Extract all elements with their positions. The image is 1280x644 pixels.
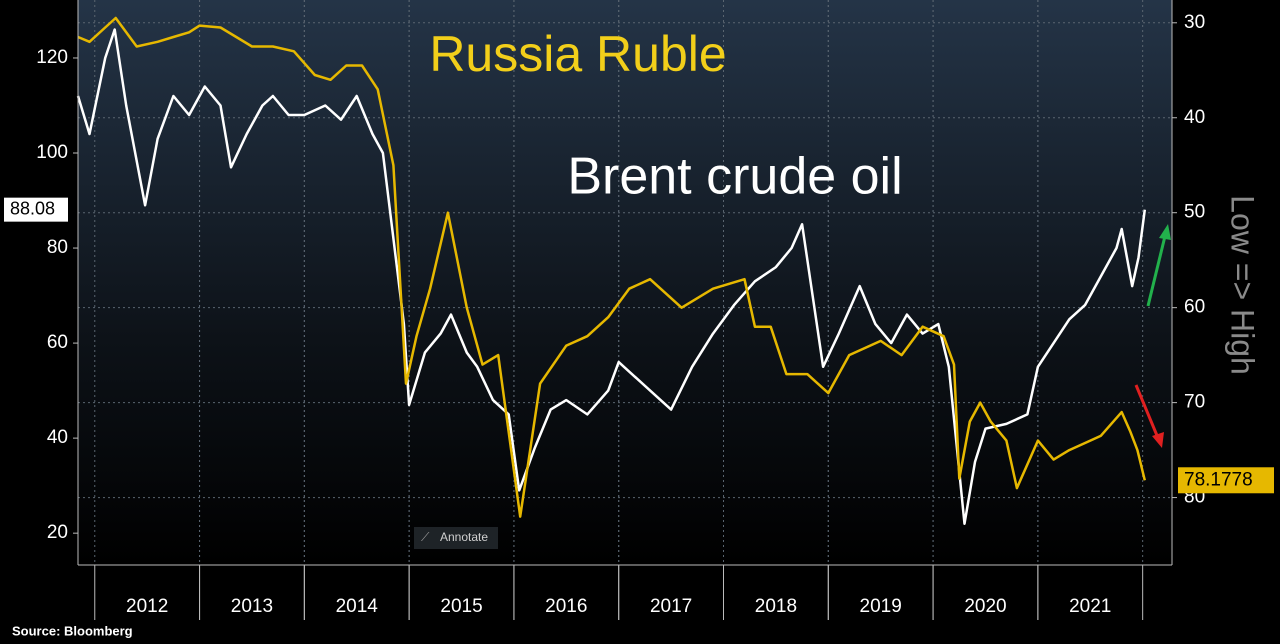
annotate-icon: ⟋ <box>421 530 430 544</box>
y-tick-label: 20 <box>47 522 68 543</box>
source: Source: Bloomberg <box>12 623 133 638</box>
red-arrow <box>1134 384 1160 439</box>
y-tick-label: 80 <box>47 237 68 258</box>
y2-tick-label: 60 <box>1184 297 1205 318</box>
series-line <box>76 28 1147 525</box>
x-tick-label: 2013 <box>231 596 273 617</box>
last-value-box <box>4 197 68 222</box>
last-value-box <box>1178 467 1274 494</box>
series-line <box>77 16 1147 518</box>
x-tick-label: 2015 <box>440 596 482 617</box>
x-tick-label: 2014 <box>336 596 379 617</box>
y-tick-label: 100 <box>36 142 68 163</box>
y-tick-label: 120 <box>36 47 68 68</box>
annotate-label[interactable]: Annotate <box>440 530 488 544</box>
red-arrowhead <box>1152 432 1164 448</box>
annotate-button-bg[interactable] <box>414 527 498 549</box>
y2-tick-label: 70 <box>1184 392 1205 413</box>
y2-tick-label: 50 <box>1184 202 1205 223</box>
green-arrowhead <box>1159 224 1171 240</box>
plot-area <box>78 0 1172 565</box>
last-value-label: 88.08 <box>10 198 55 218</box>
annotate-button[interactable]: ⟋ Annotate <box>414 527 498 549</box>
brent-annotation: Brent crude oil <box>567 148 902 206</box>
x-tick-label: 2016 <box>545 596 587 617</box>
x-tick-label: 2020 <box>964 596 1006 617</box>
y2-tick-label: 30 <box>1184 12 1205 33</box>
green-arrow <box>1146 231 1168 307</box>
last-value-label: 78.1778 <box>1184 469 1253 490</box>
ruble-annotation: Russia Ruble <box>429 26 726 82</box>
x-tick-label: 2017 <box>650 596 692 617</box>
x-tick-label: 2012 <box>126 596 168 617</box>
y2-tick-label: 40 <box>1184 107 1205 128</box>
x-tick-label: 2018 <box>755 596 797 617</box>
y-tick-label: 60 <box>47 332 68 353</box>
y-tick-label: 40 <box>47 427 68 448</box>
x-tick-label: 2019 <box>860 596 902 617</box>
y2-axis-label: Low => High <box>1225 195 1261 375</box>
x-tick-label: 2021 <box>1069 596 1111 617</box>
